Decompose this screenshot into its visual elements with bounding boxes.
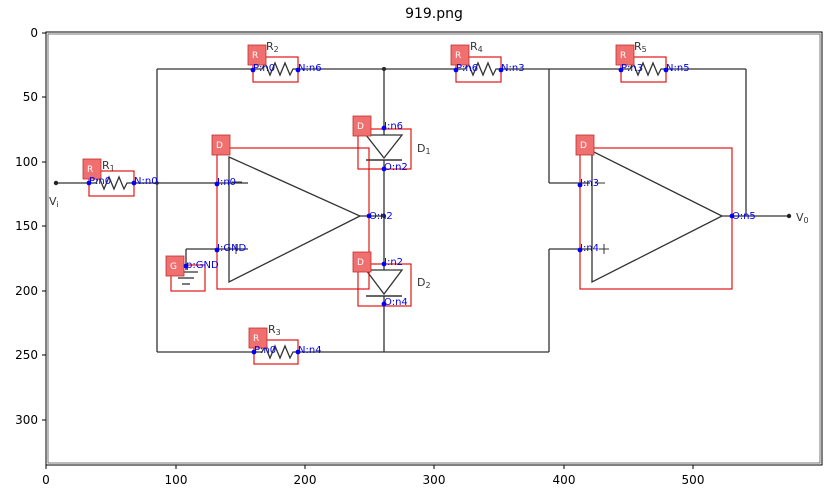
pin-label: P:n6 bbox=[456, 63, 478, 74]
pin-label: I:n0 bbox=[217, 177, 236, 188]
resistor-r3 bbox=[254, 344, 298, 360]
pin-label: N:n6 bbox=[298, 63, 322, 74]
circuit-wires bbox=[53, 67, 792, 353]
x-tick-label: 0 bbox=[42, 473, 50, 487]
d1-label: D1 bbox=[417, 142, 431, 156]
opamp1-tag: D bbox=[216, 141, 223, 151]
r1-tag: R bbox=[87, 165, 93, 175]
x-tick-label: 400 bbox=[553, 473, 576, 487]
pin-label: O:n5 bbox=[732, 211, 756, 222]
r4-label: R4 bbox=[470, 40, 483, 54]
r3-tag: R bbox=[253, 334, 259, 344]
r5-label: R5 bbox=[634, 40, 647, 54]
diode-d2 bbox=[364, 269, 404, 297]
r2-tag: R bbox=[252, 51, 258, 61]
plot-frame bbox=[45, 31, 823, 466]
pin-label: O:n4 bbox=[384, 297, 408, 308]
pin-label: P:n0 bbox=[254, 345, 276, 356]
r3-label: R3 bbox=[268, 323, 281, 337]
resistor-r4 bbox=[455, 61, 501, 77]
component-tags: R R R R R D D D D G bbox=[82, 44, 635, 349]
pin-label: I:n6 bbox=[384, 121, 403, 132]
diode-d1 bbox=[364, 134, 404, 161]
x-axis: 0 100 200 300 400 500 bbox=[42, 465, 704, 487]
x-tick-label: 500 bbox=[682, 473, 705, 487]
r4-tag: R bbox=[455, 51, 461, 61]
y-tick-label: 300 bbox=[15, 413, 38, 427]
y-tick-label: 200 bbox=[15, 284, 38, 298]
pin-label: I:GND bbox=[217, 243, 247, 254]
y-tick-label: 250 bbox=[15, 348, 38, 362]
vo-label: V0 bbox=[796, 211, 809, 225]
r1-label: R1 bbox=[102, 159, 115, 173]
pins: P:n0 N:n0 P:n0 N:n6 P:n0 N:n4 P:n6 N:n3 … bbox=[86, 63, 756, 356]
pin-label: N:n0 bbox=[134, 176, 158, 187]
x-tick-label: 100 bbox=[165, 473, 188, 487]
y-tick-label: 0 bbox=[30, 26, 38, 40]
pin-label: I:n4 bbox=[580, 243, 599, 254]
y-tick-label: 150 bbox=[15, 219, 38, 233]
vi-label: Vi bbox=[49, 195, 59, 209]
pin-label: N:n3 bbox=[501, 63, 525, 74]
opamp-2 bbox=[591, 149, 724, 284]
d2-label: D2 bbox=[417, 276, 431, 290]
pin-label: O:n2 bbox=[384, 162, 408, 173]
pin-label: P:n0 bbox=[253, 63, 275, 74]
pin-label: N:n5 bbox=[666, 63, 690, 74]
x-tick-label: 300 bbox=[423, 473, 446, 487]
resistor-r1 bbox=[88, 175, 134, 191]
gnd-tag: G bbox=[170, 262, 177, 272]
opamp2-tag: D bbox=[580, 141, 587, 151]
pin-label: I:n3 bbox=[580, 178, 599, 189]
opamp2-bbox bbox=[579, 147, 733, 290]
figure-title: 919.png bbox=[405, 6, 463, 22]
r2-label: R2 bbox=[266, 40, 279, 54]
pin-label: O:n2 bbox=[369, 211, 393, 222]
x-tick-label: 200 bbox=[294, 473, 317, 487]
d2-tag: D bbox=[357, 258, 364, 268]
opamp-1 bbox=[228, 155, 362, 284]
opamp1-bbox bbox=[216, 147, 370, 290]
image-border bbox=[47, 33, 821, 464]
pin-label: N:n4 bbox=[298, 345, 322, 356]
pin-label: P:n3 bbox=[621, 63, 643, 74]
resistor-r2 bbox=[252, 61, 298, 77]
y-tick-label: 100 bbox=[15, 155, 38, 169]
d1-tag: D bbox=[357, 122, 364, 132]
r5-tag: R bbox=[620, 51, 626, 61]
resistor-r5 bbox=[620, 61, 666, 77]
pin-label: I:n2 bbox=[384, 257, 403, 268]
pin-label: P:n0 bbox=[89, 176, 111, 187]
pin-label: p:GND bbox=[186, 260, 219, 271]
y-axis: 0 50 100 150 200 250 300 bbox=[15, 26, 46, 427]
y-tick-label: 50 bbox=[23, 90, 38, 104]
